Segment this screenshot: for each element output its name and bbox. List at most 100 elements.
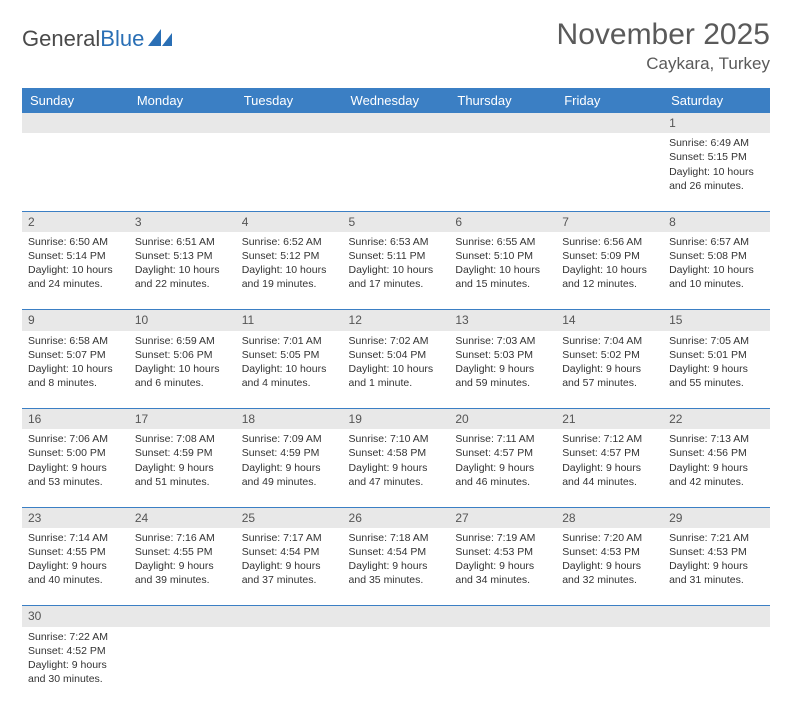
day-number: 5 bbox=[343, 211, 450, 232]
sunrise-line: Sunrise: 7:12 AM bbox=[562, 432, 657, 446]
sunset-line: Sunset: 5:01 PM bbox=[669, 348, 764, 362]
day-number: 24 bbox=[129, 507, 236, 528]
sunset-line: Sunset: 5:04 PM bbox=[349, 348, 444, 362]
daylight-line: Daylight: 9 hours and 47 minutes. bbox=[349, 461, 444, 489]
day-number: 15 bbox=[663, 310, 770, 331]
sunset-line: Sunset: 4:52 PM bbox=[28, 644, 123, 658]
day-number: 2 bbox=[22, 211, 129, 232]
day-cell bbox=[129, 627, 236, 705]
sunset-line: Sunset: 5:03 PM bbox=[455, 348, 550, 362]
sunrise-line: Sunrise: 7:01 AM bbox=[242, 334, 337, 348]
daylight-line: Daylight: 10 hours and 4 minutes. bbox=[242, 362, 337, 390]
day-number bbox=[663, 606, 770, 627]
day-header: Saturday bbox=[663, 88, 770, 113]
day-number: 17 bbox=[129, 409, 236, 430]
sunrise-line: Sunrise: 6:51 AM bbox=[135, 235, 230, 249]
sunrise-line: Sunrise: 7:16 AM bbox=[135, 531, 230, 545]
title-block: November 2025 Caykara, Turkey bbox=[557, 18, 770, 74]
day-cell: Sunrise: 7:21 AMSunset: 4:53 PMDaylight:… bbox=[663, 528, 770, 606]
day-number: 27 bbox=[449, 507, 556, 528]
day-number: 22 bbox=[663, 409, 770, 430]
sunset-line: Sunset: 5:02 PM bbox=[562, 348, 657, 362]
day-cell: Sunrise: 7:01 AMSunset: 5:05 PMDaylight:… bbox=[236, 331, 343, 409]
day-cell: Sunrise: 7:03 AMSunset: 5:03 PMDaylight:… bbox=[449, 331, 556, 409]
sunrise-line: Sunrise: 7:21 AM bbox=[669, 531, 764, 545]
day-cell: Sunrise: 7:18 AMSunset: 4:54 PMDaylight:… bbox=[343, 528, 450, 606]
week-row: Sunrise: 6:50 AMSunset: 5:14 PMDaylight:… bbox=[22, 232, 770, 310]
day-cell bbox=[449, 627, 556, 705]
sunrise-line: Sunrise: 7:11 AM bbox=[455, 432, 550, 446]
day-header: Thursday bbox=[449, 88, 556, 113]
day-header: Sunday bbox=[22, 88, 129, 113]
daylight-line: Daylight: 10 hours and 8 minutes. bbox=[28, 362, 123, 390]
daylight-line: Daylight: 9 hours and 42 minutes. bbox=[669, 461, 764, 489]
sunrise-line: Sunrise: 6:50 AM bbox=[28, 235, 123, 249]
day-number bbox=[236, 606, 343, 627]
sunset-line: Sunset: 4:55 PM bbox=[135, 545, 230, 559]
sunrise-line: Sunrise: 7:22 AM bbox=[28, 630, 123, 644]
day-header: Tuesday bbox=[236, 88, 343, 113]
day-number bbox=[449, 113, 556, 133]
sunrise-line: Sunrise: 7:10 AM bbox=[349, 432, 444, 446]
week-row: Sunrise: 7:14 AMSunset: 4:55 PMDaylight:… bbox=[22, 528, 770, 606]
sunrise-line: Sunrise: 7:20 AM bbox=[562, 531, 657, 545]
day-number: 30 bbox=[22, 606, 129, 627]
day-cell bbox=[236, 133, 343, 211]
day-number: 9 bbox=[22, 310, 129, 331]
sunrise-line: Sunrise: 6:58 AM bbox=[28, 334, 123, 348]
day-number: 20 bbox=[449, 409, 556, 430]
day-number: 3 bbox=[129, 211, 236, 232]
sunset-line: Sunset: 5:10 PM bbox=[455, 249, 550, 263]
sunset-line: Sunset: 4:58 PM bbox=[349, 446, 444, 460]
sunset-line: Sunset: 5:07 PM bbox=[28, 348, 123, 362]
sunset-line: Sunset: 4:57 PM bbox=[562, 446, 657, 460]
day-cell bbox=[556, 627, 663, 705]
sunrise-line: Sunrise: 7:04 AM bbox=[562, 334, 657, 348]
logo-word1: General bbox=[22, 26, 100, 52]
day-cell: Sunrise: 6:52 AMSunset: 5:12 PMDaylight:… bbox=[236, 232, 343, 310]
day-number bbox=[343, 113, 450, 133]
day-cell: Sunrise: 6:55 AMSunset: 5:10 PMDaylight:… bbox=[449, 232, 556, 310]
sunset-line: Sunset: 4:59 PM bbox=[242, 446, 337, 460]
sunset-line: Sunset: 5:15 PM bbox=[669, 150, 764, 164]
sunrise-line: Sunrise: 6:52 AM bbox=[242, 235, 337, 249]
day-cell: Sunrise: 6:50 AMSunset: 5:14 PMDaylight:… bbox=[22, 232, 129, 310]
daylight-line: Daylight: 9 hours and 39 minutes. bbox=[135, 559, 230, 587]
sunrise-line: Sunrise: 7:06 AM bbox=[28, 432, 123, 446]
sunrise-line: Sunrise: 7:05 AM bbox=[669, 334, 764, 348]
sunset-line: Sunset: 5:12 PM bbox=[242, 249, 337, 263]
day-number: 21 bbox=[556, 409, 663, 430]
sunset-line: Sunset: 5:00 PM bbox=[28, 446, 123, 460]
sunrise-line: Sunrise: 7:14 AM bbox=[28, 531, 123, 545]
day-number bbox=[22, 113, 129, 133]
logo-word2: Blue bbox=[100, 26, 144, 52]
day-cell: Sunrise: 7:06 AMSunset: 5:00 PMDaylight:… bbox=[22, 429, 129, 507]
day-cell bbox=[663, 627, 770, 705]
day-number: 1 bbox=[663, 113, 770, 133]
sunset-line: Sunset: 4:55 PM bbox=[28, 545, 123, 559]
sunset-line: Sunset: 4:53 PM bbox=[669, 545, 764, 559]
day-number: 8 bbox=[663, 211, 770, 232]
sunset-line: Sunset: 4:53 PM bbox=[455, 545, 550, 559]
daynum-row: 30 bbox=[22, 606, 770, 627]
day-cell: Sunrise: 7:10 AMSunset: 4:58 PMDaylight:… bbox=[343, 429, 450, 507]
logo: GeneralBlue bbox=[22, 18, 174, 52]
daylight-line: Daylight: 9 hours and 32 minutes. bbox=[562, 559, 657, 587]
day-number bbox=[556, 606, 663, 627]
sunrise-line: Sunrise: 6:56 AM bbox=[562, 235, 657, 249]
day-number bbox=[129, 113, 236, 133]
day-number: 12 bbox=[343, 310, 450, 331]
sunrise-line: Sunrise: 6:57 AM bbox=[669, 235, 764, 249]
daylight-line: Daylight: 10 hours and 15 minutes. bbox=[455, 263, 550, 291]
daylight-line: Daylight: 10 hours and 22 minutes. bbox=[135, 263, 230, 291]
day-number: 10 bbox=[129, 310, 236, 331]
sunset-line: Sunset: 4:54 PM bbox=[242, 545, 337, 559]
day-cell bbox=[556, 133, 663, 211]
day-number: 26 bbox=[343, 507, 450, 528]
daynum-row: 16171819202122 bbox=[22, 409, 770, 430]
daylight-line: Daylight: 10 hours and 19 minutes. bbox=[242, 263, 337, 291]
sunrise-line: Sunrise: 6:53 AM bbox=[349, 235, 444, 249]
sunrise-line: Sunrise: 7:02 AM bbox=[349, 334, 444, 348]
month-title: November 2025 bbox=[557, 18, 770, 52]
daylight-line: Daylight: 9 hours and 44 minutes. bbox=[562, 461, 657, 489]
